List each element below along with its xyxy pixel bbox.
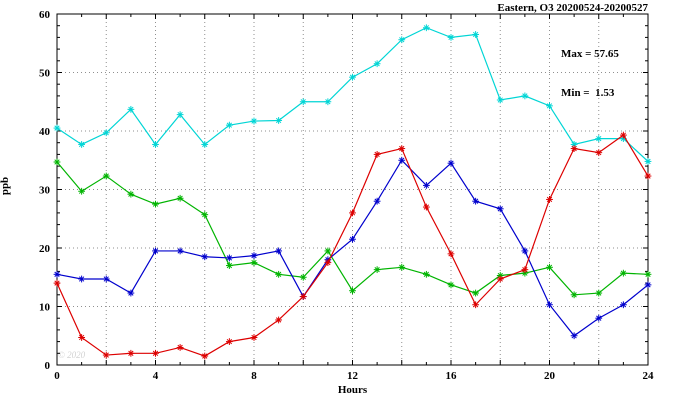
svg-text:0: 0 (54, 370, 60, 382)
svg-text:4: 4 (153, 370, 159, 382)
svg-text:50: 50 (39, 68, 51, 80)
max-min-annotation: Max = 57.65 Min = 1.53 (561, 22, 619, 126)
svg-text:60: 60 (39, 9, 51, 21)
watermark: © 2020 (58, 350, 86, 360)
max-value-label: Max = 57.65 (561, 48, 619, 60)
svg-text:40: 40 (39, 126, 51, 138)
svg-text:12: 12 (347, 370, 359, 382)
svg-text:8: 8 (251, 370, 257, 382)
svg-text:20: 20 (39, 243, 51, 255)
svg-text:30: 30 (39, 185, 51, 197)
chart-title: Eastern, O3 20200524-20200527 (497, 2, 648, 14)
svg-text:24: 24 (643, 370, 655, 382)
x-axis-label: Hours (337, 384, 368, 396)
svg-text:0: 0 (45, 360, 51, 372)
min-value-label: Min = 1.53 (561, 87, 615, 99)
svg-text:10: 10 (39, 302, 51, 314)
svg-text:20: 20 (544, 370, 556, 382)
svg-text:16: 16 (446, 370, 458, 382)
